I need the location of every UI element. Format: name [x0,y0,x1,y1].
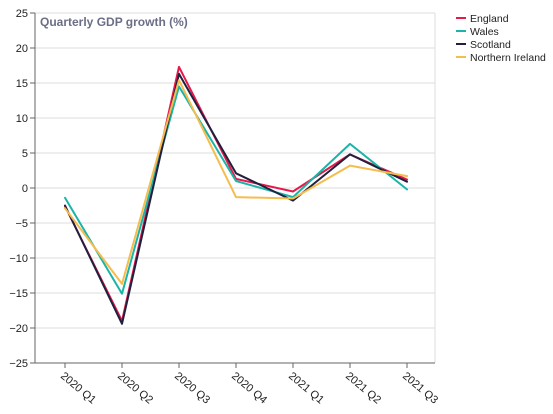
legend-label: Scotland [470,39,511,51]
y-tick-label: 5 [22,148,28,160]
y-tick-label: 0 [22,183,28,195]
x-tick-label: 2021 Q2 [343,370,383,406]
gridlines [35,12,436,364]
x-tick-label: 2020 Q2 [115,370,155,406]
x-axis-tick-labels: 2020 Q1 2020 Q2 2020 Q3 2020 Q4 2021 Q1 2021 … [58,370,440,406]
y-tick-label: −5 [15,218,28,230]
x-tick-label: 2021 Q3 [400,370,440,406]
y-tick-label: 20 [16,43,28,55]
legend-label: Northern Ireland [470,52,546,64]
legend-label: Wales [470,26,499,38]
series-line-scotland [64,72,408,325]
legend-label: England [470,13,509,25]
y-tick-label: −20 [9,323,28,335]
y-tick-label: 15 [16,78,28,90]
x-tick-label: 2020 Q4 [229,370,269,406]
y-tick-label: −10 [9,253,28,265]
series-line-wales [64,85,408,295]
x-tick-label: 2021 Q1 [286,370,326,406]
series-line-northern-ireland [64,79,408,285]
y-tick-label: 10 [16,113,28,125]
y-tick-label: 25 [16,8,28,20]
x-tick-label: 2020 Q3 [172,370,212,406]
axes [30,12,435,368]
y-axis-tick-labels: −25 −20 −15 −10 −5 0 5 10 15 20 25 [9,8,28,370]
series-lines [64,65,408,325]
y-tick-label: −25 [9,358,28,370]
chart-title: Quarterly GDP growth (%) [40,15,188,29]
y-tick-label: −15 [9,288,28,300]
x-tick-label: 2020 Q1 [58,370,98,406]
